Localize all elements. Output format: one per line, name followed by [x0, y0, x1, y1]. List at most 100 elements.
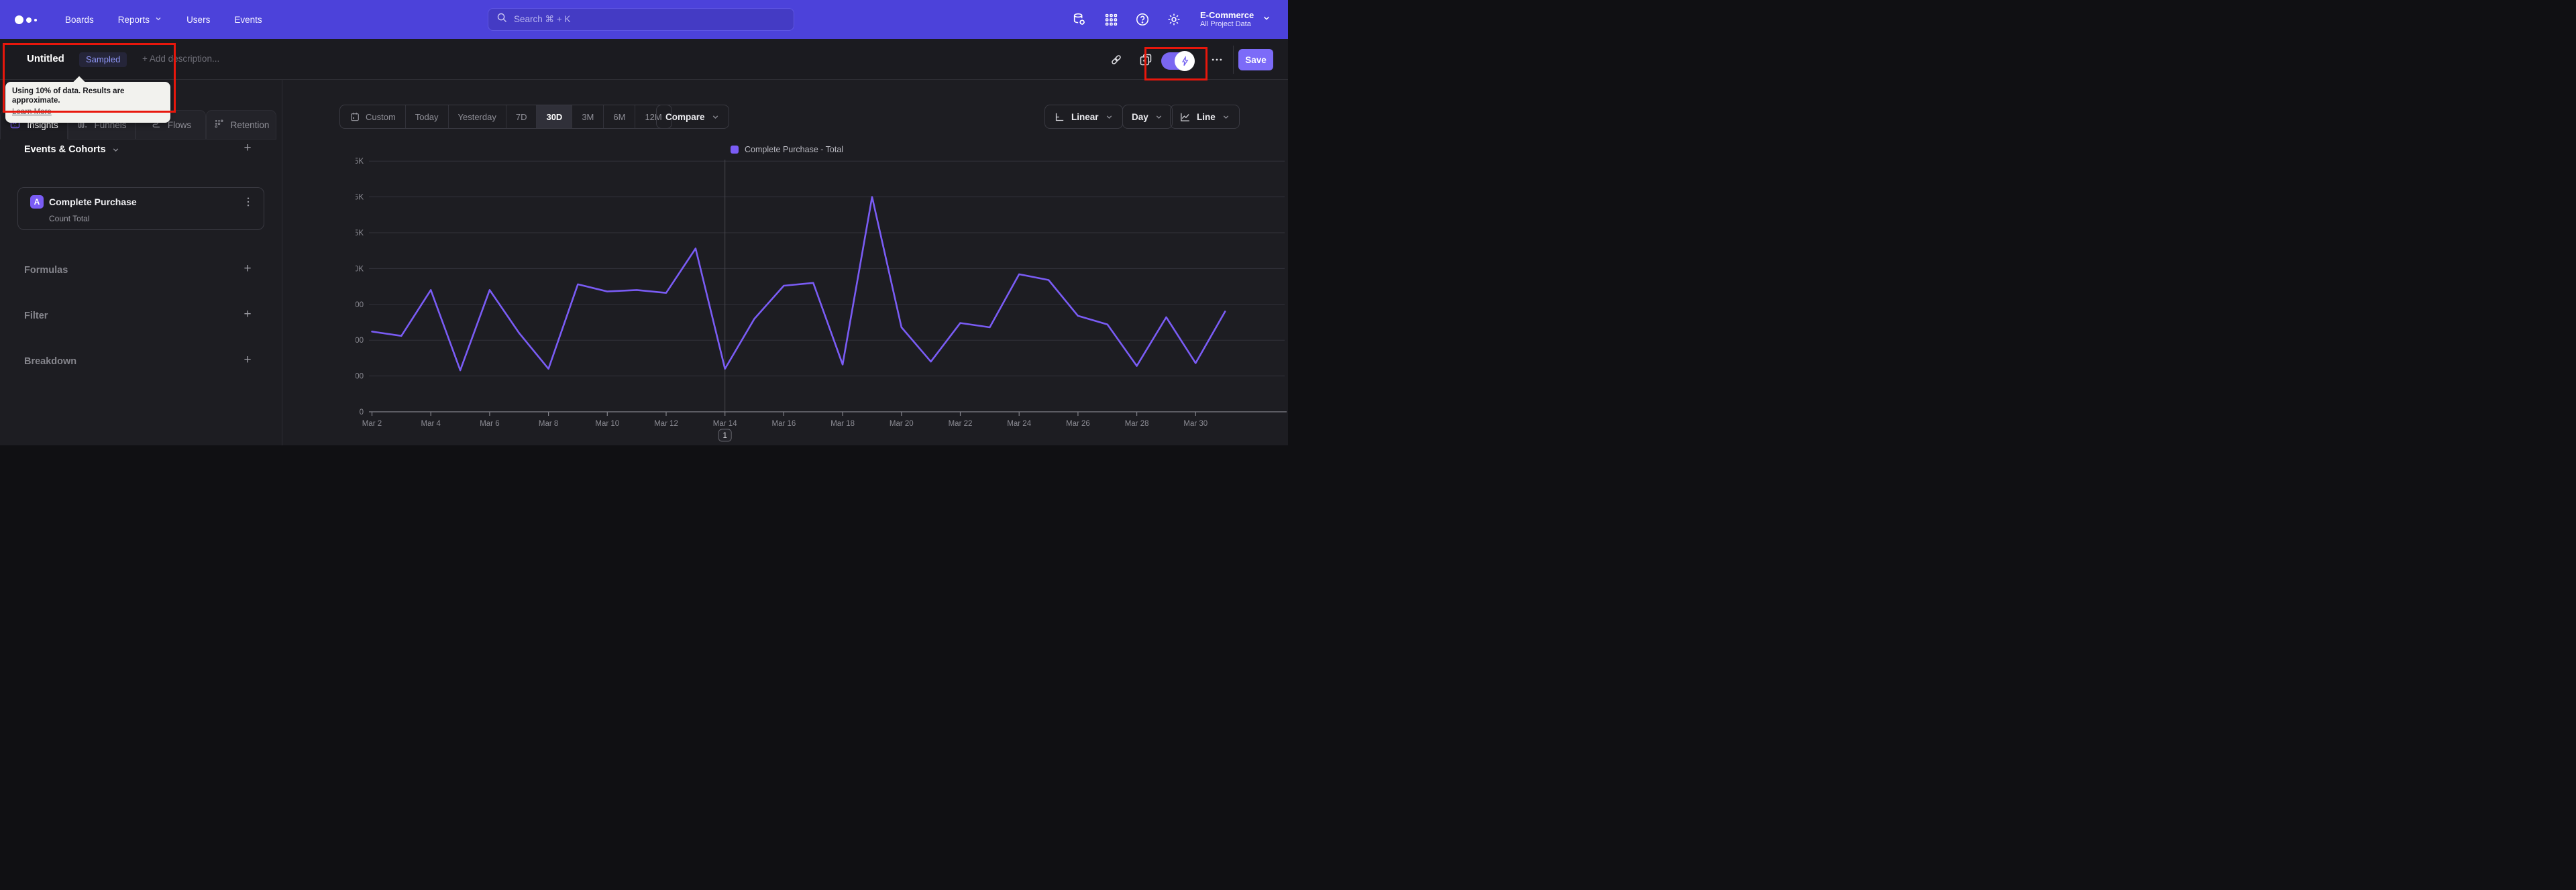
events-cohorts-label: Events & Cohorts — [24, 144, 106, 155]
report-title[interactable]: Untitled — [27, 53, 64, 64]
legend-label: Complete Purchase - Total — [745, 145, 844, 154]
events-cohorts-header[interactable]: Events & Cohorts — [24, 144, 120, 155]
nav-right-cluster: E-Commerce All Project Data — [1071, 0, 1271, 39]
y-axis-label: 0 — [360, 408, 364, 416]
chevron-down-icon — [154, 15, 162, 25]
y-axis-label: 2,500 — [356, 373, 364, 381]
interval-dropdown[interactable]: Day — [1122, 105, 1173, 129]
apps-grid-icon[interactable] — [1103, 11, 1119, 27]
add-to-board-icon[interactable] — [1138, 52, 1154, 68]
x-axis-label: Mar 28 — [1125, 420, 1149, 428]
linear-axis-icon — [1055, 113, 1064, 121]
y-axis-label: 10K — [356, 265, 364, 273]
sampling-toggle[interactable] — [1161, 51, 1195, 71]
range-today[interactable]: Today — [406, 105, 449, 128]
copy-link-icon[interactable] — [1108, 52, 1124, 68]
range-label: 30D — [546, 111, 563, 122]
section-title: Filter — [24, 311, 48, 321]
data-management-icon[interactable] — [1071, 11, 1087, 27]
chevron-down-icon — [1156, 115, 1161, 119]
annotation-marker-label: 1 — [722, 432, 727, 440]
scale-dropdown[interactable]: Linear — [1044, 105, 1123, 129]
chevron-down-icon — [712, 115, 718, 119]
x-axis-label: Mar 18 — [830, 420, 855, 428]
nav-link-events[interactable]: Events — [234, 15, 262, 25]
nav-link-boards[interactable]: Boards — [65, 15, 94, 25]
top-nav: Boards Reports Users Events Search ⌘ + K — [0, 0, 1288, 39]
help-icon[interactable] — [1134, 11, 1150, 27]
sampling-tooltip-text: Using 10% of data. Results are approxima… — [12, 87, 125, 105]
chart-type-label: Line — [1197, 111, 1216, 122]
range-label: 6M — [613, 111, 626, 122]
range-7d[interactable]: 7D — [506, 105, 537, 128]
add-filter-button[interactable]: + — [244, 307, 252, 321]
event-metric[interactable]: Count Total — [49, 214, 90, 223]
add-description-field[interactable]: + Add description... — [142, 54, 220, 64]
chart-legend[interactable]: Complete Purchase - Total — [731, 145, 843, 154]
x-axis-label: Mar 10 — [595, 420, 619, 428]
tab-label: Retention — [230, 119, 270, 130]
section-breakdown: Breakdown + — [0, 340, 282, 386]
chart-type-dropdown[interactable]: Line — [1170, 105, 1240, 129]
nav-links: Boards Reports Users Events — [65, 0, 262, 39]
x-axis-label: Mar 24 — [1007, 420, 1031, 428]
nav-link-users[interactable]: Users — [186, 15, 210, 25]
search-input[interactable]: Search ⌘ + K — [488, 8, 794, 31]
range-3m[interactable]: 3M — [572, 105, 604, 128]
range-label: Today — [415, 111, 439, 122]
range-yesterday[interactable]: Yesterday — [449, 105, 506, 128]
x-axis-label: Mar 4 — [421, 420, 441, 428]
nav-link-label: Boards — [65, 14, 94, 25]
x-axis-label: Mar 16 — [772, 420, 796, 428]
range-30d[interactable]: 30D — [537, 105, 573, 128]
add-event-button[interactable]: + — [244, 141, 252, 155]
sampling-tooltip: Using 10% of data. Results are approxima… — [5, 82, 170, 123]
project-scope: All Project Data — [1200, 20, 1251, 28]
tab-label: Flows — [167, 119, 192, 130]
scale-label: Linear — [1071, 111, 1099, 122]
x-axis-label: Mar 6 — [480, 420, 499, 428]
annotation-marker[interactable] — [718, 429, 732, 442]
settings-gear-icon[interactable] — [1166, 11, 1182, 27]
range-12m[interactable]: 12M — [635, 105, 671, 128]
x-axis-label: Mar 30 — [1183, 420, 1208, 428]
report-toolbar: Untitled Sampled + Add description... — [0, 39, 1288, 80]
x-axis-label: Mar 26 — [1066, 420, 1090, 428]
search-placeholder: Search ⌘ + K — [514, 14, 571, 24]
mixpanel-logo-icon[interactable] — [15, 15, 37, 24]
section-title: Breakdown — [24, 356, 77, 367]
retention-icon — [213, 118, 225, 131]
range-custom[interactable]: Custom — [340, 105, 406, 128]
nav-link-label: Events — [234, 14, 262, 25]
y-axis-label: 7,500 — [356, 301, 364, 309]
sampled-badge[interactable]: Sampled — [79, 52, 127, 67]
x-axis-label: Mar 22 — [949, 420, 973, 428]
range-label: 3M — [582, 111, 594, 122]
chevron-down-icon — [1262, 13, 1271, 26]
x-axis-label: Mar 20 — [890, 420, 914, 428]
tab-retention[interactable]: Retention — [206, 110, 276, 140]
compare-label: Compare — [665, 111, 705, 122]
event-card[interactable]: A Complete Purchase Count Total — [17, 187, 264, 230]
project-selector[interactable]: E-Commerce All Project Data — [1200, 10, 1271, 29]
nav-link-reports[interactable]: Reports — [118, 15, 162, 25]
line-chart[interactable]: 0 2,500 5,000 7,500 10K 12.5K 15K 17.5K Mar 2 Mar… — [356, 153, 1288, 445]
more-menu-icon[interactable] — [1209, 52, 1225, 68]
event-options-icon[interactable] — [242, 196, 254, 208]
nav-link-label: Reports — [117, 14, 150, 25]
lightning-bolt-icon — [1175, 51, 1195, 71]
section-filter: Filter + — [0, 294, 282, 340]
compare-dropdown[interactable]: Compare — [656, 105, 729, 129]
event-letter-badge: A — [30, 195, 44, 209]
range-label: Yesterday — [458, 111, 496, 122]
calendar-icon — [350, 111, 360, 122]
chevron-down-icon — [113, 148, 118, 152]
learn-more-link[interactable]: Learn More — [12, 108, 52, 116]
save-button[interactable]: Save — [1238, 49, 1273, 70]
event-name[interactable]: Complete Purchase — [49, 197, 137, 207]
add-breakdown-button[interactable]: + — [244, 353, 252, 367]
range-6m[interactable]: 6M — [604, 105, 636, 128]
add-formulas-button[interactable]: + — [244, 262, 252, 276]
chevron-down-icon — [1106, 115, 1112, 119]
series-line[interactable] — [371, 196, 1226, 372]
